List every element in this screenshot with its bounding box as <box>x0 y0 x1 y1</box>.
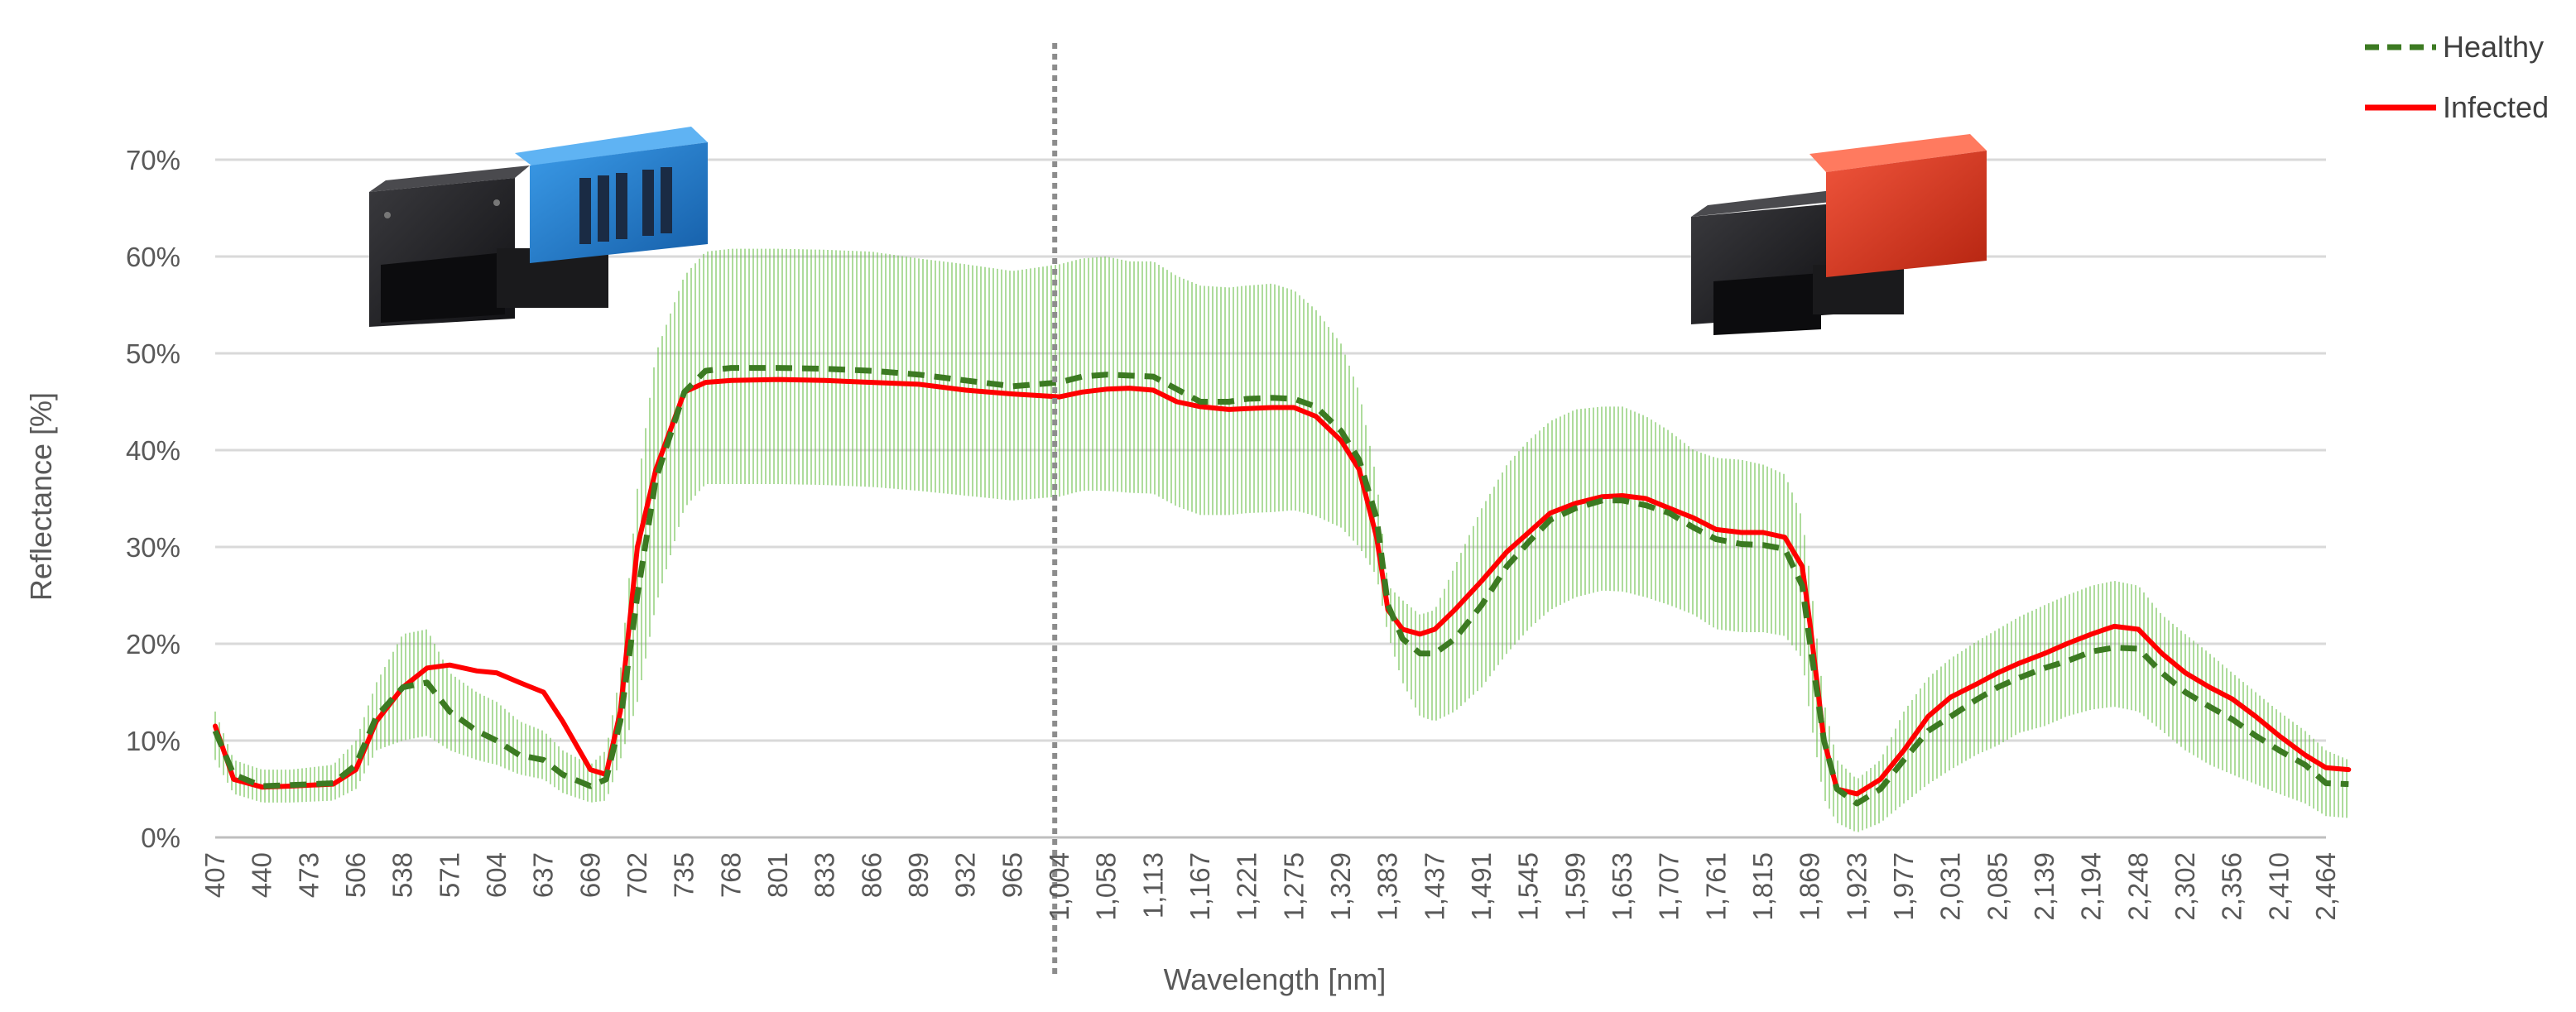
vnir-camera-image <box>369 127 708 327</box>
x-tick-label: 538 <box>387 852 418 898</box>
y-tick-label: 10% <box>126 726 180 756</box>
x-tick-label: 1,167 <box>1185 852 1215 921</box>
x-tick-label: 1,437 <box>1419 852 1449 921</box>
legend: Healthy Infected <box>2365 30 2549 124</box>
x-tick-label: 932 <box>950 852 981 898</box>
x-tick-label: 1,383 <box>1372 852 1403 921</box>
x-tick-label: 2,464 <box>2310 852 2341 921</box>
x-tick-label: 571 <box>434 852 464 898</box>
x-tick-label: 702 <box>622 852 652 898</box>
y-tick-label: 40% <box>126 435 180 466</box>
x-tick-label: 2,410 <box>2263 852 2294 921</box>
y-tick-label: 20% <box>126 629 180 659</box>
x-tick-label: 768 <box>715 852 746 898</box>
x-tick-label: 2,356 <box>2217 852 2247 921</box>
x-tick-label: 1,113 <box>1137 852 1168 918</box>
variability-band <box>214 248 2348 832</box>
y-tick-label: 30% <box>126 532 180 563</box>
x-tick-label: 1,977 <box>1888 852 1919 921</box>
series-line-healthy <box>212 365 2349 807</box>
x-tick-label: 1,869 <box>1795 852 1825 921</box>
swir-camera-image <box>1691 134 1987 335</box>
x-tick-label: 1,058 <box>1091 852 1122 921</box>
x-tick-label: 1,761 <box>1700 852 1731 921</box>
x-tick-label: 2,085 <box>1982 852 2012 921</box>
x-tick-label: 637 <box>528 852 559 898</box>
x-tick-label: 2,031 <box>1935 852 1966 921</box>
series-lines <box>212 365 2352 807</box>
x-tick-label: 1,491 <box>1466 852 1497 921</box>
x-tick-label: 2,302 <box>2170 852 2200 921</box>
x-tick-label: 801 <box>762 852 793 898</box>
x-tick-label: 1,004 <box>1044 852 1074 921</box>
y-axis-ticks: 0% 10% 20% 30% 40% 50% 60% 70% <box>126 145 180 853</box>
x-tick-label: 1,221 <box>1232 852 1262 921</box>
x-tick-label: 669 <box>574 852 605 898</box>
x-tick-label: 2,248 <box>2122 852 2153 921</box>
x-axis-ticks: 407 440 473 506 538 571 604 637 669 702 735 768 801 8… <box>199 852 2341 921</box>
x-tick-label: 2,194 <box>2076 852 2107 921</box>
x-tick-label: 1,545 <box>1513 852 1544 921</box>
legend-item-infected: Infected <box>2365 90 2549 124</box>
x-tick-label: 1,923 <box>1841 852 1872 921</box>
x-tick-label: 833 <box>810 852 840 898</box>
x-axis-title: Wavelength [nm] <box>1164 962 1387 996</box>
x-tick-label: 1,329 <box>1325 852 1356 921</box>
x-tick-label: 899 <box>903 852 934 898</box>
x-tick-label: 735 <box>669 852 699 898</box>
x-tick-label: 473 <box>293 852 324 898</box>
legend-label-healthy: Healthy <box>2443 30 2544 64</box>
x-tick-label: 1,275 <box>1278 852 1309 921</box>
x-tick-label: 506 <box>340 852 371 898</box>
legend-label-infected: Infected <box>2443 90 2549 124</box>
x-tick-label: 407 <box>199 852 230 898</box>
legend-item-healthy: Healthy <box>2365 30 2544 64</box>
x-tick-label: 604 <box>481 852 512 898</box>
y-tick-label: 0% <box>141 823 180 853</box>
series-line-infected <box>213 377 2352 797</box>
x-tick-label: 965 <box>997 852 1027 898</box>
x-tick-label: 1,653 <box>1607 852 1637 921</box>
x-tick-label: 1,599 <box>1560 852 1590 921</box>
x-tick-label: 1,707 <box>1654 852 1684 921</box>
y-tick-label: 60% <box>126 242 180 272</box>
x-tick-label: 440 <box>247 852 277 898</box>
y-tick-label: 50% <box>126 338 180 369</box>
x-tick-label: 1,815 <box>1747 852 1778 921</box>
x-tick-label: 866 <box>856 852 887 898</box>
y-tick-label: 70% <box>126 145 180 175</box>
x-tick-label: 2,139 <box>2029 852 2059 921</box>
y-axis-title: Reflectance [%] <box>24 392 58 601</box>
